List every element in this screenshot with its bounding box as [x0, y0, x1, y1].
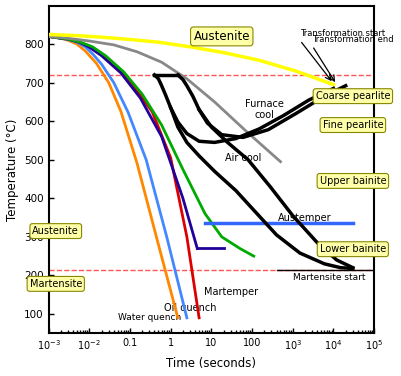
Text: Upper bainite: Upper bainite — [319, 176, 385, 186]
Text: Lower bainite: Lower bainite — [319, 244, 385, 254]
Text: Martensite start: Martensite start — [292, 273, 365, 282]
Text: Furnace
cool: Furnace cool — [244, 99, 283, 120]
Text: Coarse pearlite: Coarse pearlite — [315, 91, 389, 101]
Text: Air cool: Air cool — [224, 153, 261, 163]
Y-axis label: Temperature (°C): Temperature (°C) — [6, 118, 18, 221]
Text: Transformation end: Transformation end — [312, 35, 393, 44]
Text: Austemper: Austemper — [277, 213, 331, 223]
Text: Austenite: Austenite — [193, 30, 249, 43]
Text: Austenite: Austenite — [32, 226, 79, 236]
Text: Transformation start: Transformation start — [299, 29, 384, 38]
Text: Fine pearlite: Fine pearlite — [322, 120, 382, 130]
Text: Oil quench: Oil quench — [164, 303, 216, 313]
X-axis label: Time (seconds): Time (seconds) — [166, 358, 256, 370]
Text: Martemper: Martemper — [203, 287, 257, 297]
Text: Martensite: Martensite — [30, 279, 82, 289]
Text: Water quench: Water quench — [117, 312, 180, 321]
